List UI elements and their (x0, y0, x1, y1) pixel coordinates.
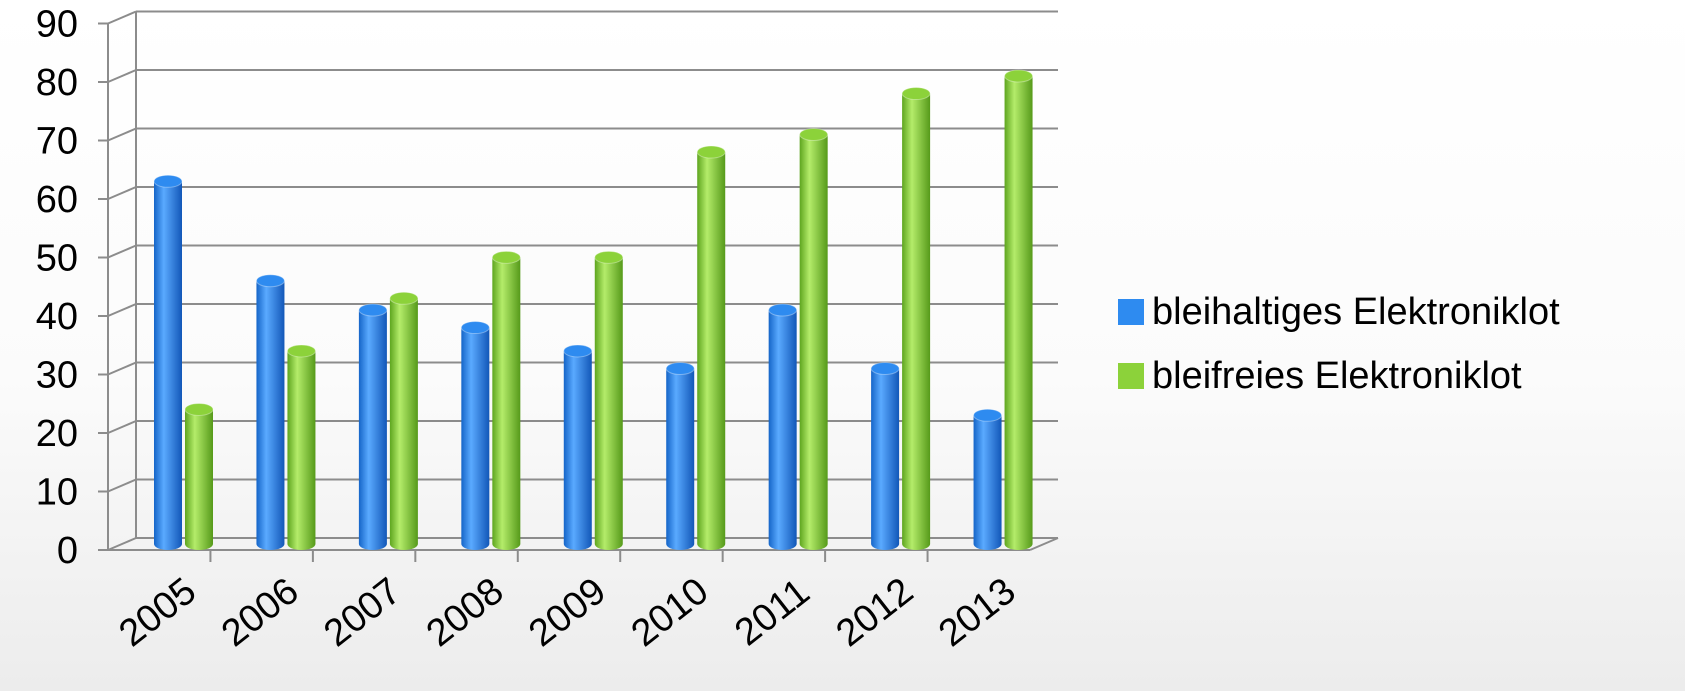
x-tick-labels: 2005 2006 2007 2008 2009 2010 2011 2012 2013 (112, 570, 1024, 655)
bar-bleifrei-2011 (799, 128, 829, 550)
bar-bleifrei-2007 (389, 291, 419, 550)
y-tick-label: 20 (36, 413, 78, 455)
bar-bleihaltig-2007 (358, 303, 388, 550)
left-wall-gridline (107, 69, 137, 83)
bar-bleifrei-2009 (594, 250, 624, 550)
y-tick-label: 0 (57, 530, 78, 572)
left-wall-gridline (107, 478, 137, 493)
bar-bleifrei-2010 (696, 145, 726, 551)
axes (98, 11, 1059, 562)
y-tick-label: 60 (36, 179, 78, 221)
left-wall-gridline (107, 127, 137, 142)
bar-bleihaltig-2006 (255, 274, 285, 550)
bar-bleihaltig-2005 (153, 174, 183, 551)
x-tick-label: 2009 (521, 570, 613, 655)
y-tick-label: 80 (36, 62, 78, 104)
x-tick-label: 2006 (214, 570, 306, 655)
legend-swatch-green (1118, 363, 1144, 389)
left-wall-gridline (107, 186, 137, 200)
legend-item-bleihaltig: bleihaltiges Elektroniklot (1118, 280, 1560, 344)
legend-label-bleihaltig: bleihaltiges Elektroniklot (1152, 290, 1560, 333)
bar-bleifrei-2008 (491, 250, 521, 550)
bars (153, 69, 1034, 551)
x-tick-label: 2012 (829, 570, 921, 655)
x-tick-label: 2005 (112, 570, 204, 655)
bar-bleifrei-2006 (286, 344, 316, 550)
bar-bleihaltig-2011 (768, 303, 798, 550)
legend: bleihaltiges Elektroniklot bleifreies El… (1118, 280, 1560, 408)
left-wall-gridline (107, 303, 137, 317)
bar-bleifrei-2012 (901, 87, 931, 551)
left-wall-gridline (107, 361, 137, 376)
legend-swatch-blue (1118, 299, 1144, 325)
y-tick-label: 50 (36, 238, 78, 280)
bar-bleihaltig-2008 (460, 321, 490, 550)
y-tick-label: 10 (36, 472, 78, 514)
bar-bleifrei-2013 (1004, 69, 1034, 550)
left-wall-gridline (107, 420, 137, 434)
bar-bleihaltig-2013 (973, 408, 1003, 550)
legend-item-bleifrei: bleifreies Elektroniklot (1118, 344, 1560, 408)
x-tick-label: 2013 (931, 570, 1023, 655)
bar-bleifrei-2005 (184, 402, 214, 550)
bar-bleihaltig-2012 (870, 362, 900, 550)
y-tick-label: 90 (36, 4, 78, 46)
legend-label-bleifrei: bleifreies Elektroniklot (1152, 354, 1522, 397)
floor-edge (1029, 537, 1059, 551)
y-tick-label: 30 (36, 355, 78, 397)
left-wall-gridline (107, 537, 137, 551)
x-tick-label: 2008 (419, 570, 511, 655)
x-tick-label: 2010 (624, 570, 716, 655)
left-wall-gridline (107, 244, 137, 259)
bar-bleihaltig-2010 (665, 362, 695, 550)
left-wall-gridline (107, 10, 137, 25)
x-tick-label: 2007 (316, 570, 408, 655)
x-tick-label: 2011 (727, 571, 817, 654)
y-tick-label: 70 (36, 121, 78, 163)
y-tick-labels: 0 10 20 30 40 50 60 70 80 90 (36, 4, 78, 573)
bar-bleihaltig-2009 (563, 344, 593, 550)
y-tick-label: 40 (36, 296, 78, 338)
